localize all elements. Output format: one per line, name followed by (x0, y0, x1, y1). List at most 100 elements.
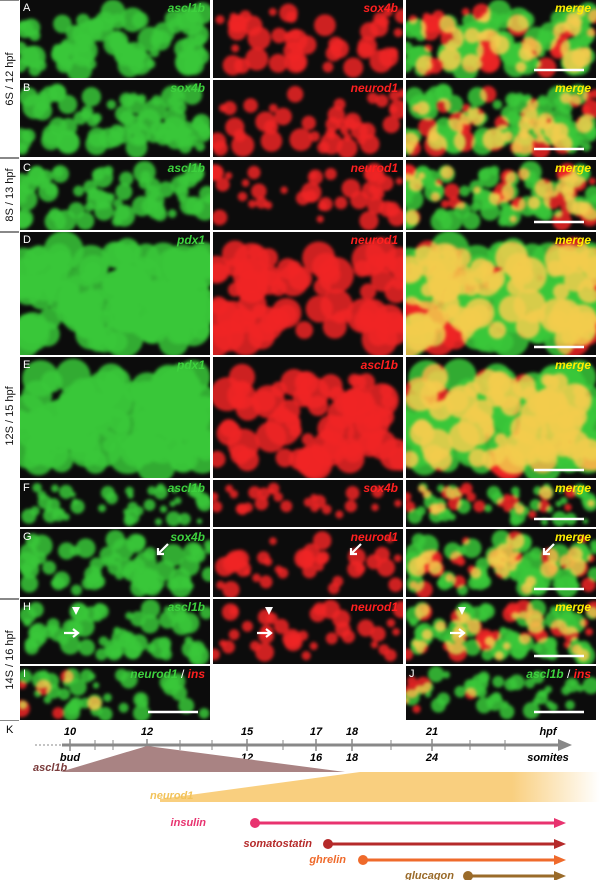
cell-signal (333, 98, 346, 111)
cell-signal (565, 170, 579, 185)
cell-signal (507, 14, 529, 37)
cell-signal (225, 117, 245, 137)
signal (406, 86, 596, 157)
cell-signal (550, 373, 569, 391)
cell-signal (406, 195, 413, 204)
cell-signal (454, 685, 466, 698)
micrograph (20, 599, 210, 664)
cell-signal (20, 274, 34, 300)
cell-signal (372, 170, 386, 185)
image-panel: neurod1 (213, 80, 403, 157)
cell-signal (280, 369, 308, 396)
cell-signal (440, 165, 454, 180)
signal (213, 482, 402, 519)
cell-signal (459, 185, 471, 197)
hpf-label: 17 (310, 726, 323, 738)
cell-signal (408, 15, 418, 25)
cell-signal (441, 244, 456, 259)
channel-label: merge (554, 81, 591, 95)
cell-signal (85, 132, 108, 156)
cell-signal (334, 196, 348, 210)
cell-signal (571, 644, 583, 656)
somite-label: somites (527, 752, 569, 764)
cell-signal (504, 677, 518, 691)
cell-signal (540, 373, 554, 387)
cell-signal (475, 557, 490, 572)
channel-label: merge (554, 600, 591, 614)
cell-signal (123, 508, 131, 516)
cell-signal (490, 630, 502, 641)
signal (406, 666, 596, 720)
cell-signal (464, 27, 480, 44)
arrow-head (554, 855, 566, 865)
cell-signal (406, 501, 416, 513)
image-panel: neurod1 (213, 599, 403, 664)
channel-label: merge (554, 481, 591, 495)
cell-signal (535, 390, 570, 425)
cell-signal (458, 409, 495, 446)
cell-signal (582, 518, 589, 524)
cell-signal (552, 22, 572, 41)
cell-signal (213, 140, 228, 156)
cell-signal (481, 448, 504, 471)
cell-signal (406, 648, 414, 661)
signal (213, 163, 403, 230)
signal (215, 3, 403, 78)
panel-letter: D (23, 234, 31, 246)
image-panel: merge (406, 357, 596, 478)
cell-signal (248, 199, 257, 209)
cell-signal (141, 569, 159, 587)
cell-signal (154, 128, 172, 146)
cell-signal (231, 44, 240, 53)
cell-signal (559, 554, 575, 570)
cell-signal (587, 499, 595, 508)
cell-signal (113, 258, 153, 297)
cell-signal (191, 117, 206, 132)
cell-signal (415, 676, 432, 694)
gene-label: insulin (171, 817, 207, 829)
cell-signal (538, 486, 553, 500)
cell-signal (430, 191, 441, 202)
micrograph (20, 232, 210, 355)
cell-signal (113, 198, 123, 209)
channel-label: neurod1 (350, 530, 398, 544)
cell-signal (321, 599, 341, 620)
cell-signal (196, 495, 210, 512)
cell-signal (181, 37, 196, 52)
cell-signal (325, 45, 342, 62)
cell-signal (467, 576, 481, 590)
cell-signal (345, 486, 360, 500)
cell-signal (478, 168, 491, 181)
cell-signal (193, 201, 204, 212)
cell-signal (175, 288, 192, 304)
cell-signal (522, 702, 540, 720)
ascl1b-bar (60, 746, 345, 772)
cell-signal (242, 502, 253, 513)
cell-signal (564, 503, 572, 512)
cell-signal (167, 209, 177, 218)
micrograph (213, 599, 403, 662)
cell-signal (20, 669, 33, 684)
cell-signal (420, 21, 440, 41)
channel-label: neurod1 (350, 233, 398, 247)
panel-letter: K (6, 724, 14, 736)
cell-signal (497, 216, 508, 227)
signal (20, 232, 210, 355)
cell-signal (415, 55, 436, 76)
cell-signal (586, 554, 595, 563)
cell-signal (461, 53, 481, 73)
cell-signal (407, 508, 423, 524)
cell-signal (482, 128, 506, 152)
cell-signal (452, 575, 466, 589)
signal (213, 363, 403, 478)
cell-signal (569, 680, 576, 688)
cell-signal (492, 675, 505, 688)
cell-signal (417, 172, 426, 180)
cell-signal (441, 199, 450, 209)
cell-signal (424, 44, 433, 53)
micrograph (20, 160, 210, 230)
cell-signal (386, 535, 394, 544)
channel-label: ascl1b (167, 600, 205, 614)
cell-signal (94, 11, 115, 32)
cell-signal (320, 132, 343, 155)
